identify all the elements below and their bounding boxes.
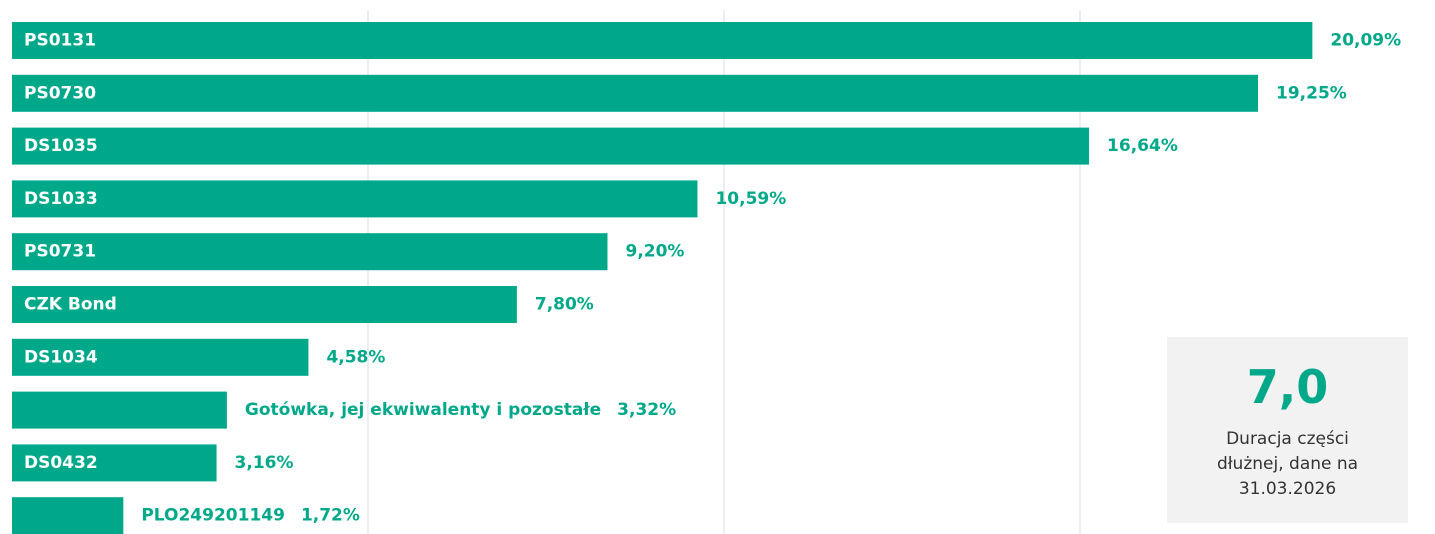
value-label: 3,32% (617, 400, 676, 420)
category-label: DS1035 (24, 136, 98, 156)
category-label: DS1034 (24, 347, 98, 367)
bar (12, 497, 124, 534)
category-label: PLO249201149 (141, 506, 285, 526)
bar (12, 74, 1258, 112)
value-label: 16,64% (1107, 136, 1178, 156)
bar (12, 338, 309, 376)
bar (12, 180, 698, 218)
category-label: Gotówka, jej ekwiwalenty i pozostałe (245, 400, 601, 420)
bar (12, 444, 217, 482)
bar (12, 127, 1090, 165)
duration-value: 7,0 (1246, 360, 1329, 414)
category-label: DS0432 (24, 453, 98, 473)
value-label: 19,25% (1276, 83, 1347, 103)
category-label: PS0730 (24, 83, 96, 103)
category-label: CZK Bond (24, 295, 117, 315)
bar (12, 391, 227, 429)
category-label: PS0131 (24, 31, 96, 51)
value-label: 4,58% (326, 347, 385, 367)
category-label: PS0731 (24, 242, 96, 262)
bar (12, 233, 608, 271)
value-label: 7,80% (535, 295, 594, 315)
value-label: 20,09% (1330, 31, 1401, 51)
value-label: 9,20% (625, 242, 684, 262)
bar (12, 22, 1313, 59)
value-label: 1,72% (301, 506, 360, 526)
value-label: 3,16% (235, 453, 294, 473)
duration-text: Duracja części dłużnej, dane na 31.03.20… (1216, 429, 1359, 499)
value-label: 10,59% (715, 189, 786, 209)
duration-box: 7,0 Duracja części dłużnej, dane na 31.0… (1167, 337, 1408, 523)
category-label: DS1033 (24, 189, 98, 209)
bar (12, 286, 517, 323)
